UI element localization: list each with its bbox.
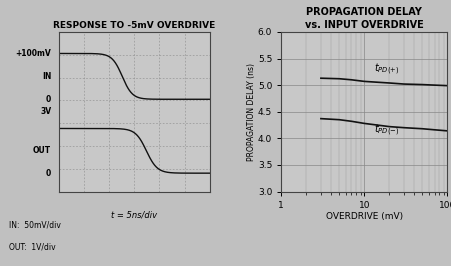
Text: OUT:  1V/div: OUT: 1V/div bbox=[9, 242, 55, 251]
Y-axis label: PROPAGATION DELAY (ns): PROPAGATION DELAY (ns) bbox=[247, 63, 256, 161]
Title: PROPAGATION DELAY
vs. INPUT OVERDRIVE: PROPAGATION DELAY vs. INPUT OVERDRIVE bbox=[304, 7, 423, 30]
Text: $t_{PD(+)}$: $t_{PD(+)}$ bbox=[373, 61, 399, 77]
Text: +100mV: +100mV bbox=[15, 49, 51, 58]
Text: 3V: 3V bbox=[40, 107, 51, 116]
Text: IN: IN bbox=[42, 72, 51, 81]
Text: 0: 0 bbox=[46, 169, 51, 178]
Text: IN:  50mV/div: IN: 50mV/div bbox=[9, 221, 61, 230]
Text: $t_{PD(-)}$: $t_{PD(-)}$ bbox=[373, 122, 399, 138]
Text: OUT: OUT bbox=[33, 146, 51, 155]
X-axis label: OVERDRIVE (mV): OVERDRIVE (mV) bbox=[325, 212, 402, 221]
Title: RESPONSE TO -5mV OVERDRIVE: RESPONSE TO -5mV OVERDRIVE bbox=[53, 21, 215, 30]
Text: t = 5ns/div: t = 5ns/div bbox=[111, 211, 157, 220]
Text: 0: 0 bbox=[46, 95, 51, 104]
